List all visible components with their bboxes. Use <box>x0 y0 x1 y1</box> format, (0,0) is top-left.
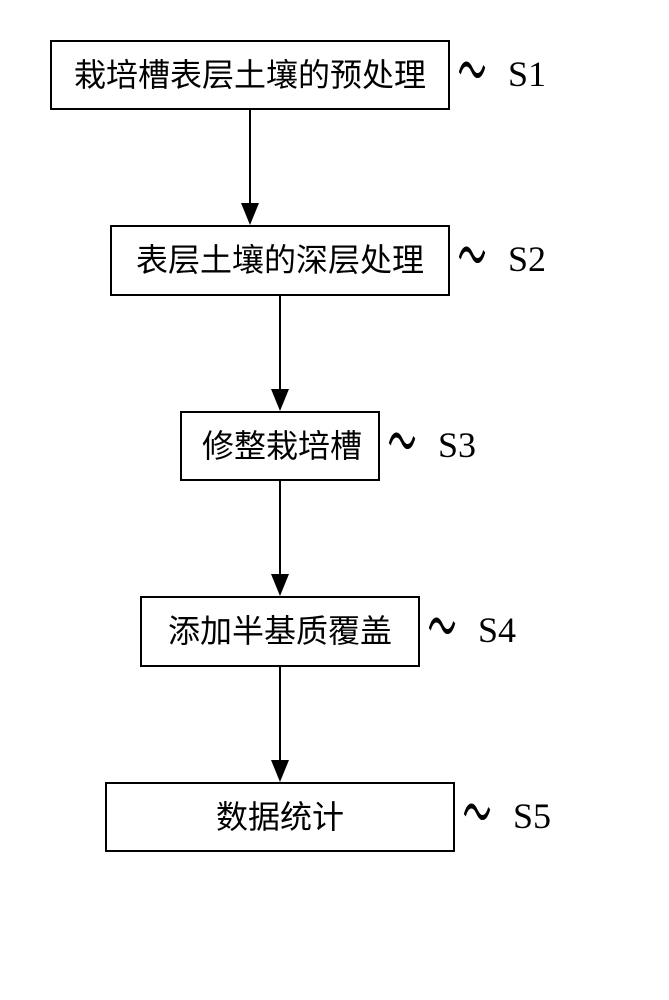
flowchart-step: 修整栽培槽 〜 S3 <box>50 411 610 481</box>
step-connector: 〜 S1 <box>452 50 546 98</box>
step-text: 栽培槽表层土壤的预处理 <box>74 57 426 93</box>
step-connector: 〜 S5 <box>457 792 551 840</box>
arrow-head-icon <box>271 389 289 411</box>
step-label: S3 <box>438 424 476 466</box>
curve-icon: 〜 <box>458 43 487 105</box>
flowchart-arrow <box>50 296 610 411</box>
step-box: 栽培槽表层土壤的预处理 <box>50 40 450 110</box>
step-label: S1 <box>508 53 546 95</box>
step-connector: 〜 S3 <box>382 421 476 469</box>
step-label: S4 <box>478 609 516 651</box>
flowchart-step: 栽培槽表层土壤的预处理 〜 S1 <box>50 40 610 110</box>
flowchart-step: 表层土壤的深层处理 〜 S2 <box>50 225 610 295</box>
flowchart-container: 栽培槽表层土壤的预处理 〜 S1 表层土壤的深层处理 〜 S2 修整栽培槽 〜 … <box>50 40 610 852</box>
flowchart-arrow <box>50 481 610 596</box>
step-text: 修整栽培槽 <box>202 428 362 464</box>
flowchart-step: 数据统计 〜 S5 <box>50 782 610 852</box>
curve-icon: 〜 <box>428 599 457 661</box>
step-label: S2 <box>508 238 546 280</box>
curve-icon: 〜 <box>458 228 487 290</box>
step-box: 表层土壤的深层处理 <box>110 225 450 295</box>
step-connector: 〜 S4 <box>422 606 516 654</box>
step-text: 表层土壤的深层处理 <box>136 242 424 278</box>
step-box: 数据统计 <box>105 782 455 852</box>
arrow-head-icon <box>241 203 259 225</box>
arrow-head-icon <box>271 574 289 596</box>
curve-icon: 〜 <box>388 414 417 476</box>
arrow-line <box>249 110 251 205</box>
flowchart-arrow <box>50 110 610 225</box>
flowchart-arrow <box>50 667 610 782</box>
flowchart-step: 添加半基质覆盖 〜 S4 <box>50 596 610 666</box>
arrow-head-icon <box>271 760 289 782</box>
step-text: 数据统计 <box>216 799 344 835</box>
step-text: 添加半基质覆盖 <box>168 613 392 649</box>
step-label: S5 <box>513 795 551 837</box>
step-box: 添加半基质覆盖 <box>140 596 420 666</box>
arrow-line <box>279 296 281 391</box>
arrow-line <box>279 667 281 762</box>
arrow-line <box>279 481 281 576</box>
step-box: 修整栽培槽 <box>180 411 380 481</box>
step-connector: 〜 S2 <box>452 235 546 283</box>
curve-icon: 〜 <box>463 784 492 846</box>
